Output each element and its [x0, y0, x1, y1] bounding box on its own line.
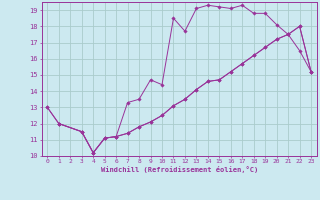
X-axis label: Windchill (Refroidissement éolien,°C): Windchill (Refroidissement éolien,°C): [100, 166, 258, 173]
